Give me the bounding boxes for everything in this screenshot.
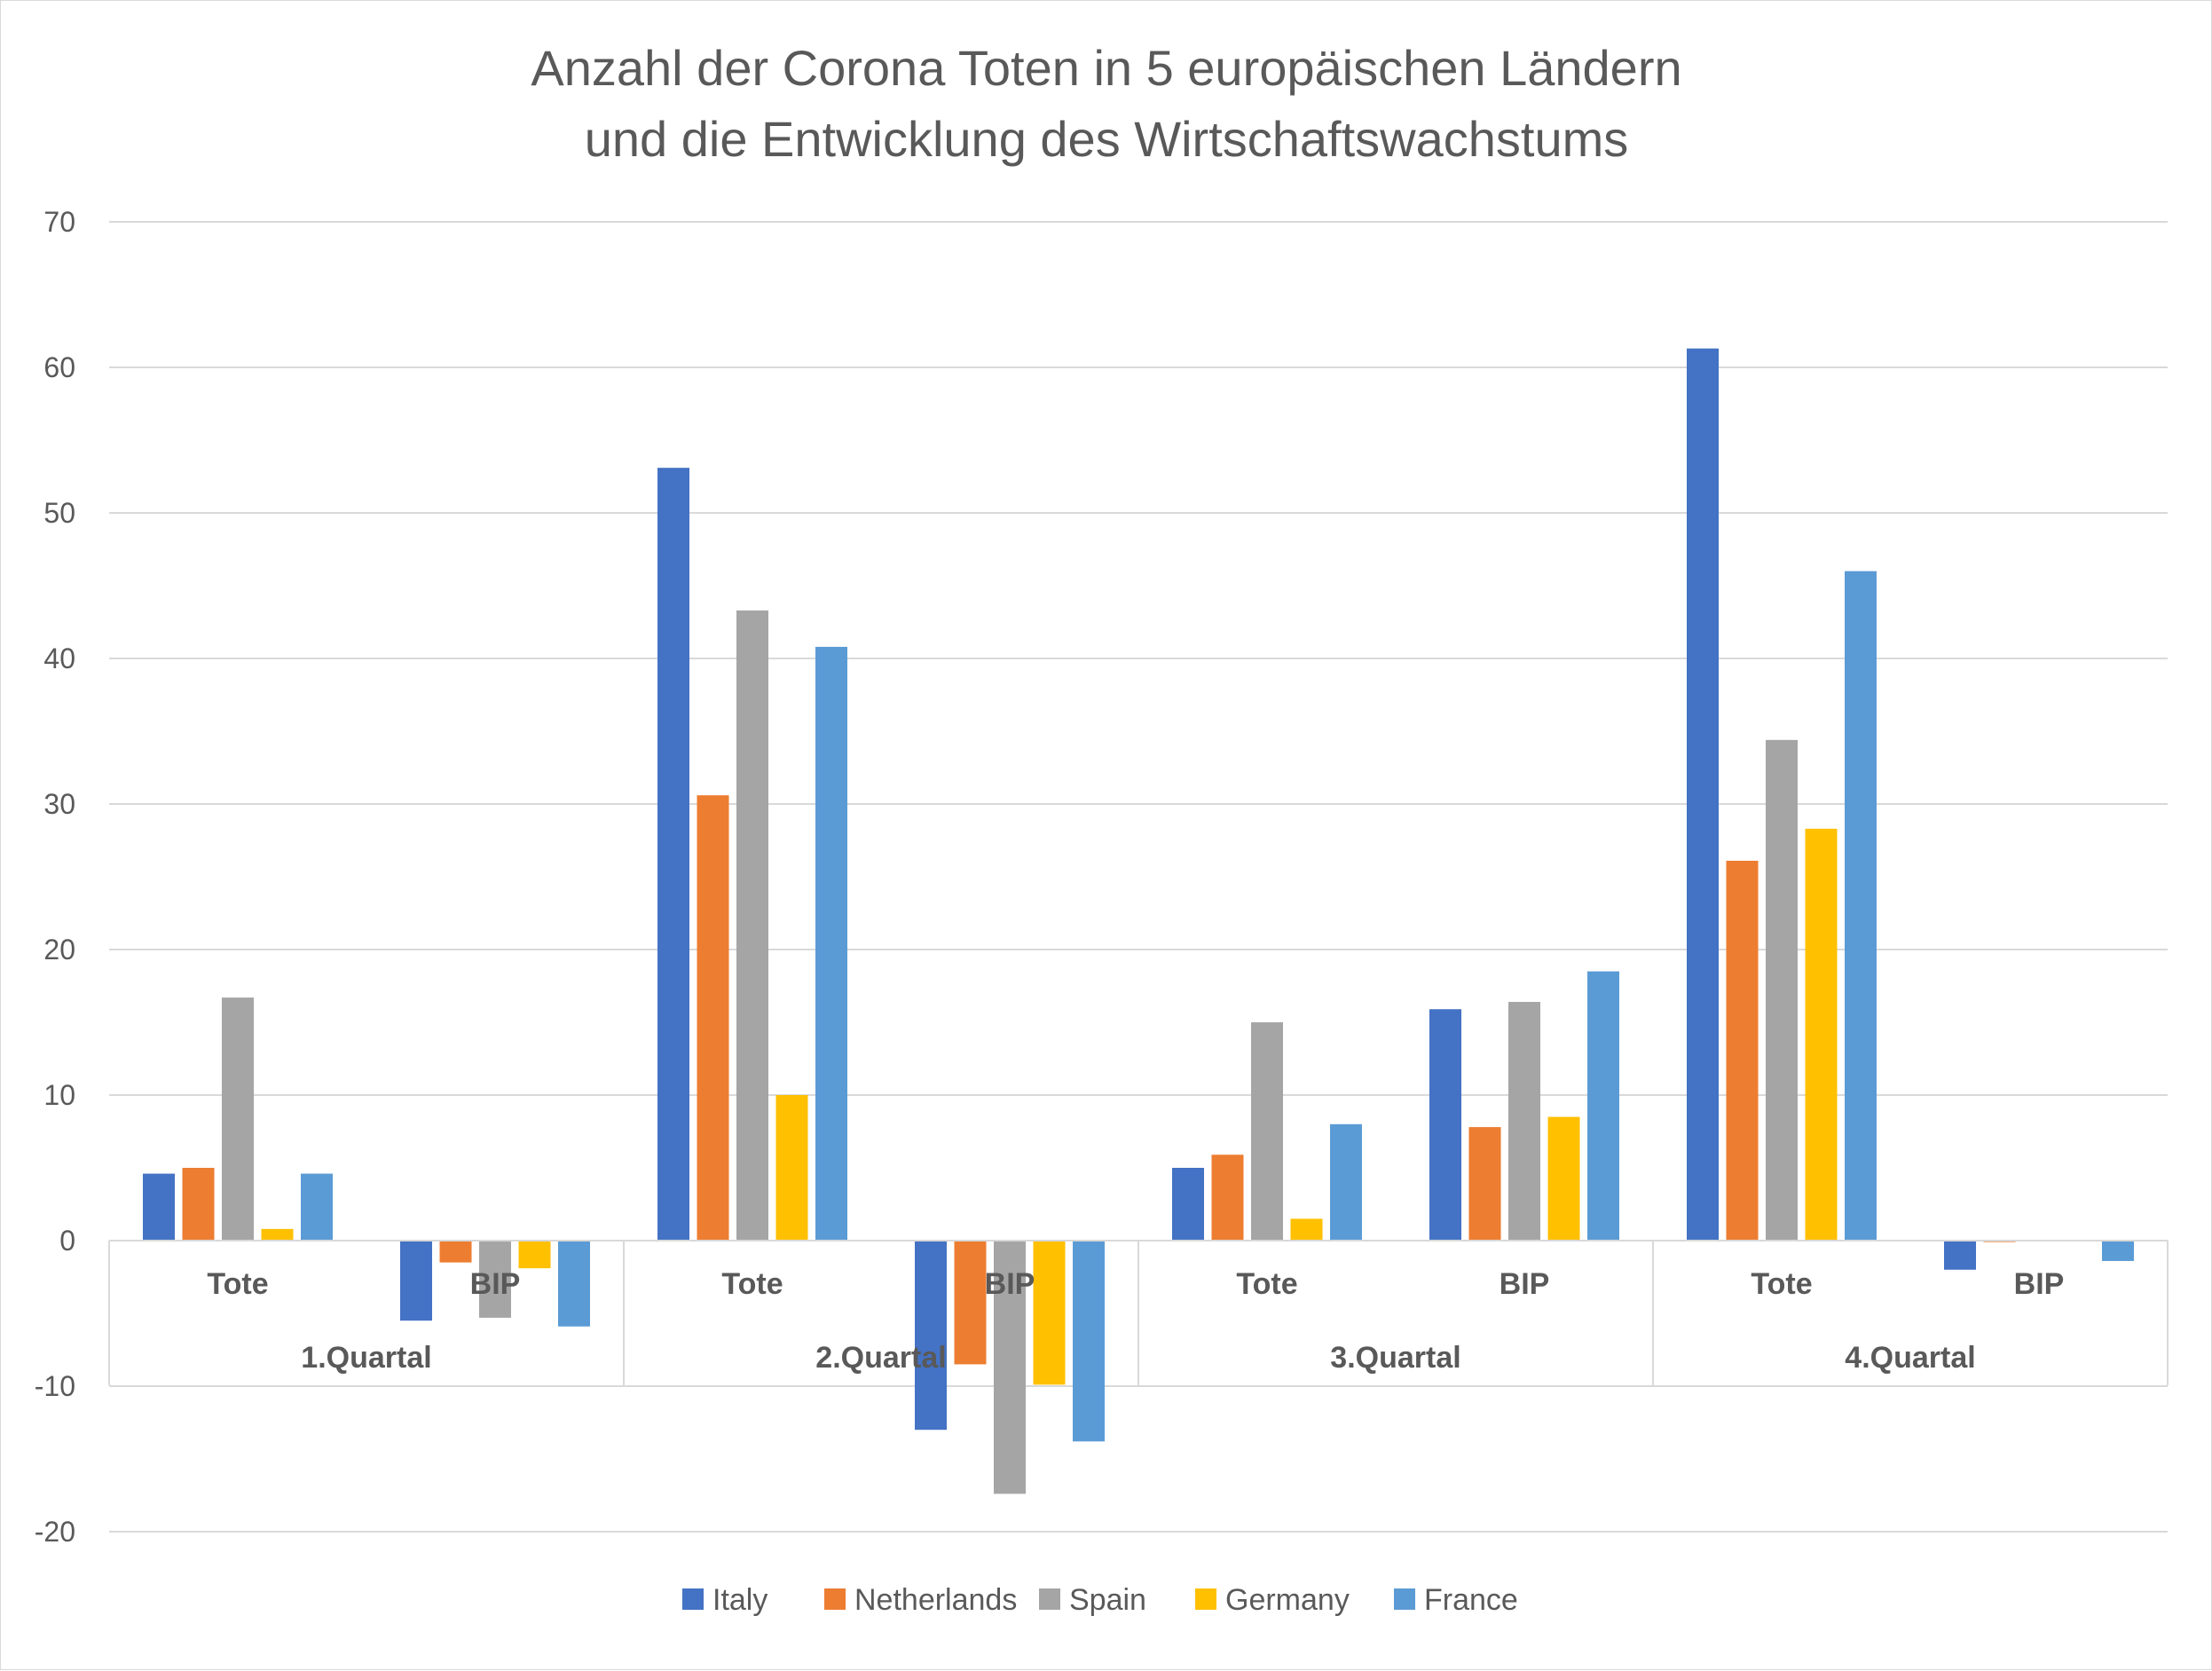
category-label: BIP bbox=[1500, 1267, 1550, 1301]
bar-germany bbox=[518, 1241, 551, 1269]
category-label: Tote bbox=[721, 1267, 783, 1301]
bar-italy bbox=[657, 468, 689, 1241]
legend-swatch-italy bbox=[682, 1588, 704, 1610]
chart-title-line-2: und die Entwicklung des Wirtschaftswachs… bbox=[585, 111, 1629, 167]
bar-italy bbox=[915, 1241, 947, 1431]
category-label: BIP bbox=[985, 1267, 1035, 1301]
bar-france bbox=[301, 1173, 333, 1241]
bar-spain bbox=[1251, 1022, 1283, 1241]
bar-france bbox=[1845, 571, 1877, 1241]
legend-label-france: France bbox=[1424, 1583, 1518, 1617]
y-tick-label: 10 bbox=[43, 1079, 75, 1111]
category-axis: Tote BIP 1.Quartal Tote BIP 2.Quartal Tote BIP 3… bbox=[108, 1240, 2169, 1385]
group-label: 3.Quartal bbox=[1330, 1341, 1460, 1375]
bar-netherlands bbox=[1726, 860, 1759, 1241]
bar-germany bbox=[261, 1228, 294, 1241]
legend-swatch-netherlands bbox=[824, 1588, 846, 1610]
bar-france bbox=[558, 1241, 590, 1327]
bars bbox=[143, 348, 2134, 1494]
bar-france bbox=[1073, 1241, 1105, 1442]
bar-netherlands bbox=[182, 1168, 215, 1241]
category-label: BIP bbox=[2014, 1267, 2065, 1301]
legend-swatch-germany bbox=[1195, 1588, 1216, 1610]
chart-title-line-1: Anzahl der Corona Toten in 5 europäische… bbox=[531, 40, 1681, 96]
legend: Italy Netherlands Spain Germany France bbox=[682, 1583, 1518, 1617]
bar-netherlands bbox=[954, 1241, 987, 1365]
bar-france bbox=[1330, 1123, 1362, 1241]
bar-spain bbox=[222, 997, 254, 1241]
y-tick-label: 70 bbox=[43, 206, 75, 238]
bar-italy bbox=[1172, 1168, 1204, 1241]
bar-spain bbox=[1508, 1002, 1540, 1241]
bar-france bbox=[1587, 971, 1619, 1241]
bar-netherlands bbox=[439, 1241, 472, 1263]
bar-france bbox=[2102, 1241, 2134, 1261]
y-tick-label: -10 bbox=[35, 1370, 75, 1402]
y-tick-label: 50 bbox=[43, 497, 75, 529]
group-label: 1.Quartal bbox=[301, 1341, 431, 1375]
bar-spain bbox=[736, 610, 768, 1241]
bar-netherlands bbox=[1211, 1155, 1244, 1241]
bar-spain bbox=[994, 1241, 1026, 1494]
legend-swatch-france bbox=[1394, 1588, 1415, 1610]
bar-spain bbox=[479, 1241, 511, 1318]
legend-label-italy: Italy bbox=[712, 1583, 768, 1617]
bar-italy bbox=[1429, 1009, 1461, 1241]
bar-germany bbox=[1805, 828, 1838, 1241]
y-tick-label: 60 bbox=[43, 351, 75, 383]
bar-italy bbox=[1944, 1241, 1976, 1270]
bar-italy bbox=[400, 1241, 432, 1321]
bar-spain bbox=[1766, 739, 1798, 1241]
group-label: 4.Quartal bbox=[1845, 1341, 1975, 1375]
bar-germany bbox=[1033, 1241, 1066, 1385]
bar-germany bbox=[1290, 1218, 1323, 1241]
bar-germany bbox=[775, 1095, 808, 1241]
category-label: Tote bbox=[207, 1267, 268, 1301]
group-label: 2.Quartal bbox=[815, 1341, 946, 1375]
bar-netherlands bbox=[697, 795, 729, 1241]
chart-title: Anzahl der Corona Toten in 5 europäische… bbox=[531, 40, 1681, 167]
legend-label-spain: Spain bbox=[1069, 1583, 1146, 1617]
y-tick-label: -20 bbox=[35, 1516, 75, 1548]
bar-france bbox=[815, 646, 847, 1241]
category-label: BIP bbox=[470, 1267, 521, 1301]
y-tick-label: 30 bbox=[43, 788, 75, 820]
bar-germany bbox=[1547, 1116, 1580, 1241]
y-axis-ticks: 70 60 50 40 30 20 10 0 -10 -20 bbox=[35, 206, 75, 1548]
y-tick-label: 0 bbox=[59, 1225, 75, 1257]
legend-swatch-spain bbox=[1039, 1588, 1060, 1610]
bar-italy bbox=[143, 1173, 175, 1241]
legend-label-netherlands: Netherlands bbox=[854, 1583, 1017, 1617]
legend-label-germany: Germany bbox=[1225, 1583, 1350, 1617]
category-label: Tote bbox=[1236, 1267, 1297, 1301]
bar-netherlands bbox=[1468, 1127, 1501, 1241]
gridlines bbox=[109, 221, 2168, 1533]
y-tick-label: 20 bbox=[43, 934, 75, 966]
category-label: Tote bbox=[1751, 1267, 1812, 1301]
bar-italy bbox=[1687, 348, 1719, 1241]
y-tick-label: 40 bbox=[43, 642, 75, 674]
